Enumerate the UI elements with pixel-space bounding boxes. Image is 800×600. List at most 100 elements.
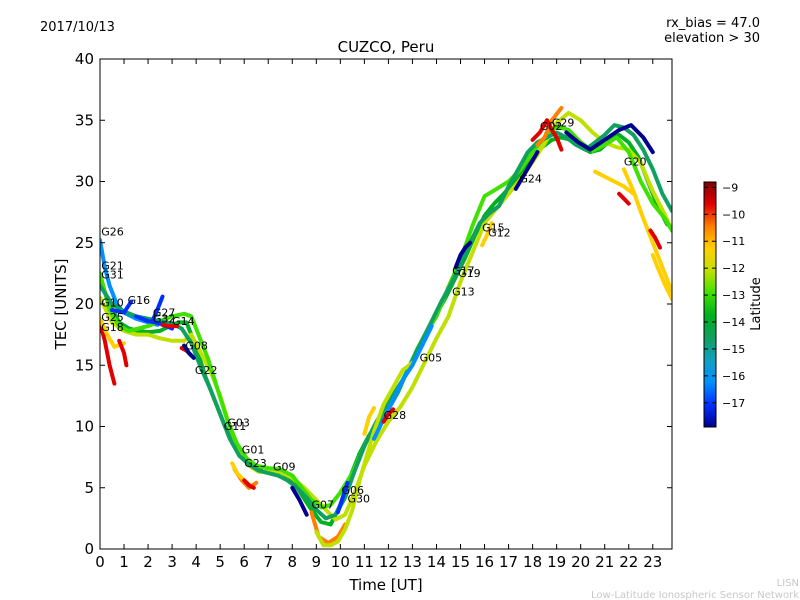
x-tick-label: 19	[547, 553, 566, 571]
plot-frame	[99, 58, 673, 550]
satellite-label: G22	[195, 364, 218, 377]
satellite-label: G29	[552, 116, 575, 129]
satellite-label: G23	[244, 457, 267, 470]
satellite-track	[100, 110, 672, 522]
satellite-label: G14	[172, 315, 195, 328]
satellite-label: G30	[348, 492, 371, 505]
satellite-track	[650, 253, 672, 302]
satellite-label: G01	[242, 443, 265, 456]
x-tick-label: 6	[239, 553, 249, 571]
satellite-label: G05	[420, 352, 443, 365]
satellite-track	[564, 123, 655, 155]
y-tick-label: 10	[75, 418, 94, 436]
satellite-track	[182, 343, 196, 360]
x-tick-label: 5	[215, 553, 225, 571]
x-tick-label: 17	[499, 553, 518, 571]
satellite-track	[160, 322, 179, 329]
satellite-track	[617, 191, 631, 206]
x-tick-label: 16	[475, 553, 494, 571]
satellite-label: G25	[101, 311, 124, 324]
x-tick-label: 7	[263, 553, 273, 571]
satellite-label: G08	[185, 339, 208, 352]
satellite-label: G24	[519, 173, 542, 186]
y-tick-label: 15	[75, 356, 94, 374]
satellite-track	[648, 228, 662, 250]
x-tick-label: 13	[403, 553, 422, 571]
x-tick-label: 11	[355, 553, 374, 571]
satellite-track	[593, 169, 636, 196]
satellite-label: G20	[624, 156, 647, 169]
satellite-track	[309, 510, 348, 545]
satellite-label: G28	[384, 409, 407, 422]
x-tick-label: 3	[167, 553, 177, 571]
colorbar-label: Latitude	[749, 277, 764, 331]
satellite-track	[100, 320, 117, 386]
satellite-label: G02	[540, 120, 563, 133]
y-tick-label: 25	[75, 234, 94, 252]
satellite-track	[100, 132, 670, 527]
satellite-label: G16	[128, 294, 151, 307]
x-tick-label: 18	[523, 553, 542, 571]
satellite-track	[545, 118, 564, 152]
satellite-track	[110, 299, 134, 315]
satellite-label: G13	[452, 285, 475, 298]
colorbar-tick-label: −14	[722, 316, 745, 329]
satellite-label: G21	[101, 260, 124, 273]
date-label: 2017/10/13	[40, 20, 115, 35]
satellite-track	[242, 478, 256, 490]
rx-bias-label: rx_bias = 47.0	[666, 16, 760, 31]
colorbar-tick-label: −15	[722, 343, 745, 356]
x-tick-label: 10	[331, 553, 350, 571]
satellite-track	[381, 407, 396, 424]
satellite-label: G19	[458, 267, 481, 280]
satellite-track	[117, 338, 129, 368]
x-tick-label: 0	[95, 553, 105, 571]
y-axis-label: TEC [UNITS]	[52, 259, 70, 351]
x-tick-label: 1	[119, 553, 129, 571]
footer-lisn: LISN	[777, 578, 799, 589]
x-tick-label: 21	[595, 553, 614, 571]
satellite-label: G31	[101, 268, 124, 281]
x-tick-label: 23	[643, 553, 662, 571]
colorbar-tick-label: −12	[722, 262, 745, 275]
satellite-label: G07	[311, 499, 334, 512]
satellite-track	[362, 406, 376, 436]
colorbar-tick-label: −17	[722, 397, 745, 410]
satellite-track	[335, 480, 350, 515]
y-tick-label: 0	[84, 540, 94, 558]
satellite-label: G18	[101, 321, 124, 334]
x-tick-label: 22	[619, 553, 638, 571]
colorbar-tick-label: −10	[722, 208, 745, 221]
x-tick-label: 2	[143, 553, 153, 571]
y-tick-label: 5	[84, 479, 94, 497]
colorbar-tick-label: −16	[722, 370, 745, 383]
x-tick-label: 14	[427, 553, 446, 571]
y-tick-label: 30	[75, 173, 94, 191]
colorbar-tick-label: −13	[722, 289, 745, 302]
satellite-label: G17	[452, 265, 475, 278]
colorbar-tick-label: −11	[722, 235, 745, 248]
axes: 0 1 2 3 4 5 6 7 8 9 10 11 12 13 14 15 16 17 18 19 20 21 22 2305…	[75, 50, 672, 571]
satellite-track	[621, 167, 672, 294]
colorbar	[703, 181, 717, 428]
satellite-track	[530, 118, 549, 142]
satellite-track	[453, 240, 473, 270]
colorbar-ticks: −9 −10 −11 −12 −13 −14 −15 −16 −17	[704, 181, 745, 410]
satellite-label: G27	[153, 306, 176, 319]
series-layer	[100, 106, 672, 548]
satellite-label: G06	[342, 484, 365, 497]
y-tick-label: 40	[75, 50, 94, 68]
satellite-track	[100, 123, 672, 521]
satellite-label: G09	[273, 461, 296, 474]
y-tick-label: 35	[75, 111, 94, 129]
satellite-label: G26	[101, 225, 124, 238]
satellite-label: G15	[482, 222, 505, 235]
satellite-label: G32	[153, 312, 176, 325]
x-tick-label: 4	[191, 553, 201, 571]
x-tick-label: 8	[287, 553, 297, 571]
x-axis-label: Time [UT]	[348, 576, 422, 594]
colorbar-tick-label: −9	[722, 181, 738, 194]
satellite-label: G10	[101, 296, 124, 309]
